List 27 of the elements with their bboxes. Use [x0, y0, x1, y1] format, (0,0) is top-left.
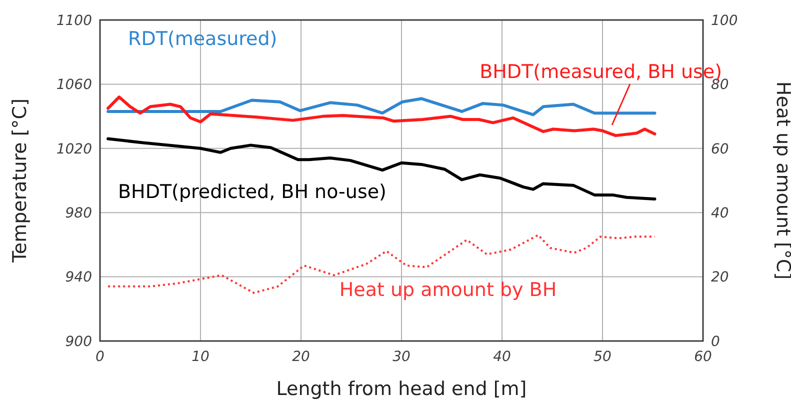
- x-tick-label: 10: [192, 349, 210, 365]
- y-tick-label: 900: [65, 334, 92, 350]
- y-tick-label: 1020: [56, 141, 92, 158]
- y2-tick-label: 60: [711, 141, 729, 158]
- series-label: BHDT(predicted, BH no-use): [118, 181, 386, 203]
- x-tick-label: 50: [594, 349, 612, 365]
- y-tick-label: 940: [65, 270, 92, 286]
- x-tick-label: 30: [392, 349, 410, 365]
- line-series: [106, 97, 656, 116]
- x-tick-label: 0: [96, 349, 105, 365]
- y-tick-label: 1060: [56, 77, 92, 94]
- line-series: [106, 96, 656, 138]
- line-series: [106, 137, 656, 200]
- x-tick-label: 20: [292, 349, 310, 365]
- series-label: Heat up amount by BH: [339, 279, 557, 301]
- text: RDT(measured): [128, 28, 278, 50]
- y-tick-label: 1100: [56, 12, 92, 29]
- y2-tick-label: 0: [711, 334, 720, 350]
- y2-tick-label: 40: [711, 206, 729, 222]
- x-tick-label: 60: [694, 349, 712, 365]
- y-tick-label: 980: [65, 206, 92, 222]
- y-axis-title: Temperature [°C]: [9, 98, 31, 264]
- y2-tick-label: 100: [711, 12, 738, 29]
- y2-tick-label: 20: [711, 270, 729, 286]
- y2-tick-label: 80: [711, 77, 729, 94]
- x-tick-label: 40: [493, 349, 511, 365]
- x-axis-title: Length from head end [m]: [276, 378, 527, 400]
